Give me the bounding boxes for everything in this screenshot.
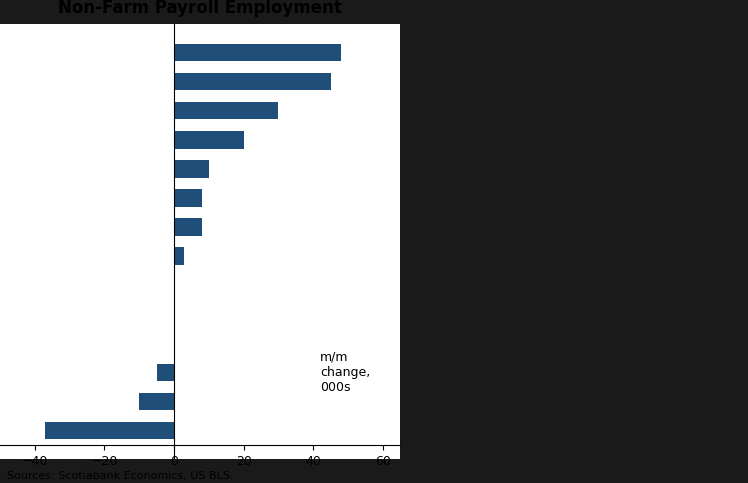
Bar bbox=[174, 73, 331, 90]
Bar bbox=[139, 393, 174, 410]
Text: Sources: Scotiabank Economics, US BLS.: Sources: Scotiabank Economics, US BLS. bbox=[7, 470, 234, 481]
Title: August Changes in US
Non-Farm Payroll Employment: August Changes in US Non-Farm Payroll Em… bbox=[58, 0, 342, 17]
Bar bbox=[174, 218, 202, 236]
Text: m/m
change,
000s: m/m change, 000s bbox=[320, 351, 370, 394]
Bar bbox=[174, 189, 202, 207]
Bar bbox=[156, 364, 174, 381]
Bar bbox=[174, 131, 244, 148]
Bar bbox=[174, 44, 341, 61]
Bar bbox=[45, 422, 174, 439]
Bar bbox=[174, 160, 209, 178]
Bar bbox=[174, 102, 278, 119]
Bar bbox=[174, 247, 185, 265]
